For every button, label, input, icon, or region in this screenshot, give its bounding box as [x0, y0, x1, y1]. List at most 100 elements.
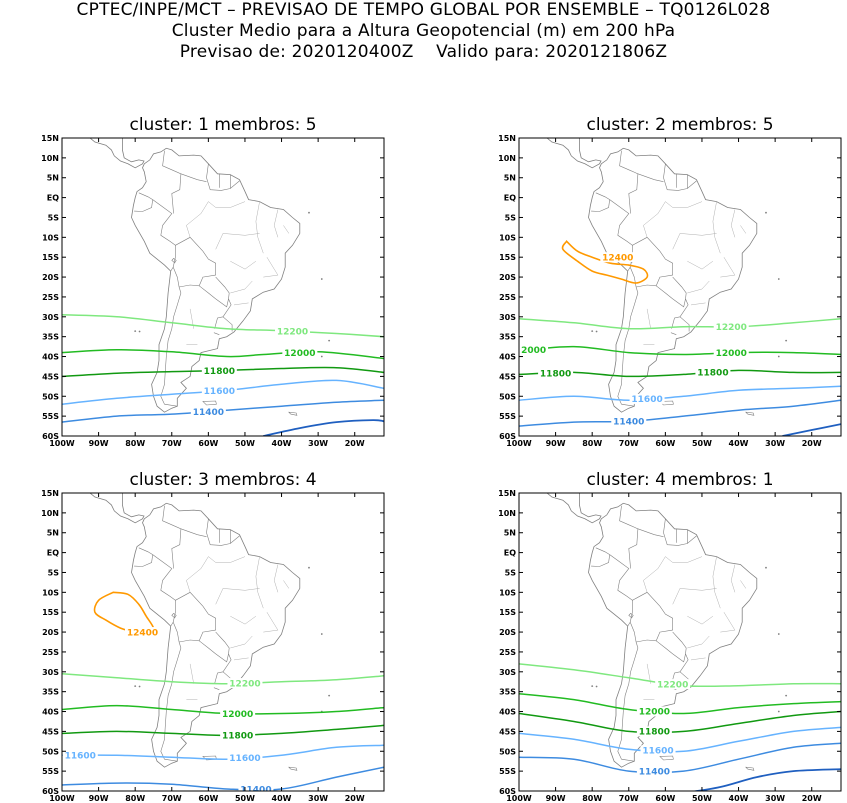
country-border	[656, 276, 687, 308]
country-border	[671, 653, 689, 684]
cluster-map-panel-1: cluster: 1 membros: 5 12200 12000 11800 1160…	[41, 115, 385, 448]
country-border	[617, 266, 639, 407]
contour-label-bg	[227, 678, 263, 689]
contour-12200	[519, 318, 841, 330]
lat-label: 35S	[42, 688, 59, 697]
country-border	[213, 332, 220, 335]
island-dot	[138, 685, 141, 688]
island-dot	[308, 211, 310, 214]
contour-label: 12400	[127, 628, 158, 638]
country-border	[679, 316, 690, 332]
island-dot	[777, 278, 780, 280]
island-outline	[745, 411, 755, 416]
lon-label: 30W	[765, 794, 785, 803]
header-title-line3: Previsao de: 2020120400Z Valido para: 20…	[179, 42, 668, 62]
lat-label: 40S	[499, 708, 516, 717]
contour-label: 12000	[716, 349, 747, 359]
state-border	[687, 280, 710, 294]
state-border	[643, 201, 666, 238]
lat-label: 10N	[41, 509, 59, 518]
country-border	[591, 547, 611, 567]
lon-label: 60W	[198, 439, 218, 448]
map-content: 12200 12000 11800 11600 11400	[62, 138, 384, 436]
contour-label-bg	[125, 627, 160, 638]
lat-label: 5N	[47, 174, 59, 183]
contour-label-bg	[695, 367, 731, 378]
island-dot	[785, 694, 788, 697]
island-dot	[320, 278, 323, 280]
state-border	[646, 663, 651, 684]
country-border	[160, 266, 182, 407]
country-border	[591, 192, 611, 212]
lon-label: 20W	[345, 439, 365, 448]
lat-label: 10N	[41, 154, 59, 163]
lat-label: 15S	[499, 253, 516, 262]
contour-label-bg	[636, 726, 672, 737]
contour-label: 11800	[639, 728, 670, 738]
island-outline	[659, 755, 674, 761]
state-border	[740, 225, 747, 234]
lon-label: 60W	[198, 794, 218, 803]
lat-label: 5S	[48, 568, 60, 577]
lat-label: EQ	[504, 549, 516, 558]
island-dot	[785, 339, 788, 342]
header-title-line1: CPTEC/INPE/MCT – PREVISAO DE TEMPO GLOBA…	[76, 0, 771, 20]
state-border	[222, 233, 260, 236]
contour-label-bg	[227, 752, 263, 763]
lat-label: 20S	[499, 628, 516, 637]
country-border	[632, 236, 673, 276]
lat-label: 15S	[499, 608, 516, 617]
state-border	[690, 302, 706, 306]
contour-11600	[62, 744, 384, 760]
lat-label: 10S	[42, 588, 59, 597]
contour-12000	[519, 692, 841, 715]
lat-label: 50S	[42, 747, 59, 756]
country-border	[179, 274, 216, 288]
country-border	[671, 298, 689, 329]
state-border	[273, 209, 279, 238]
state-border	[230, 615, 257, 625]
lat-label: 40S	[42, 708, 59, 717]
lon-label: 40W	[729, 794, 749, 803]
country-border	[663, 518, 697, 546]
lat-label: 30S	[42, 668, 59, 677]
map-frame	[518, 492, 842, 792]
lat-label: 5N	[504, 174, 516, 183]
island-outline	[202, 400, 217, 406]
state-border	[186, 556, 209, 593]
contour-11800	[519, 369, 841, 378]
contour-label: 11400	[240, 785, 271, 795]
lat-label: 60S	[499, 432, 516, 441]
lat-label: 25S	[499, 648, 516, 657]
lon-label: 70W	[619, 439, 639, 448]
country-border	[213, 687, 220, 690]
lat-label: 60S	[42, 787, 59, 796]
contour-label: 11600	[631, 395, 662, 405]
contour-label-bg	[519, 344, 549, 355]
lat-label: 25S	[499, 293, 516, 302]
contour-label-bg	[238, 784, 274, 791]
state-border	[215, 233, 224, 250]
contour-label: 11600	[642, 747, 673, 757]
contour-11400	[519, 742, 841, 774]
island-dot	[765, 211, 767, 214]
country-border	[175, 236, 216, 276]
contour-11400	[62, 399, 384, 423]
state-border	[283, 580, 290, 589]
contour-12200	[62, 673, 384, 685]
lat-label: 20S	[499, 273, 516, 282]
lat-label: 5S	[505, 213, 517, 222]
state-border	[215, 588, 224, 605]
country-border	[162, 150, 182, 214]
lat-label: 30S	[42, 313, 59, 322]
lat-label: 35S	[42, 333, 59, 342]
contour-label: 11800	[204, 367, 235, 377]
country-border	[134, 547, 154, 567]
lat-label: 10S	[499, 233, 516, 242]
contour-11400	[519, 399, 841, 427]
country-border	[214, 653, 232, 684]
lon-label: 20W	[345, 794, 365, 803]
central-america-coastline	[546, 138, 602, 169]
map-frame	[61, 492, 385, 792]
state-border	[740, 580, 747, 589]
